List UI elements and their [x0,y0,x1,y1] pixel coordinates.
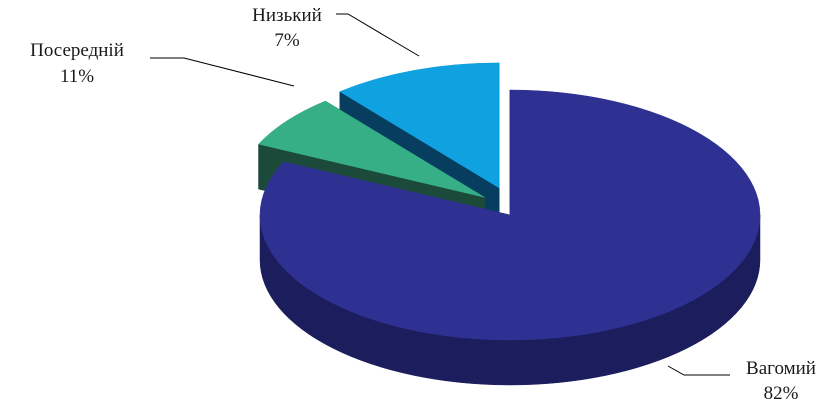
slices-layer [258,62,761,386]
pie-slice-vahomyi [259,89,761,341]
pie-slice-nyzkyi [258,100,485,198]
labels-layer: Вагомий 82% Низький 7% Посередній 11% [30,5,816,404]
leader-line-nyzkyi [336,13,420,57]
slice-label-vahomyi: Вагомий [746,358,816,379]
leader-line-vahomyi [667,365,730,376]
slice-label-poserednii: Посередній [30,40,124,61]
slice-value-nyzkyi: 7% [274,30,300,51]
slice-label-nyzkyi: Низький [252,5,322,26]
pie-slice-poserednii [339,62,500,189]
leader-line-poserednii [150,57,295,87]
slice-value-poserednii: 11% [60,66,94,87]
slice-value-vahomyi: 82% [764,383,799,404]
